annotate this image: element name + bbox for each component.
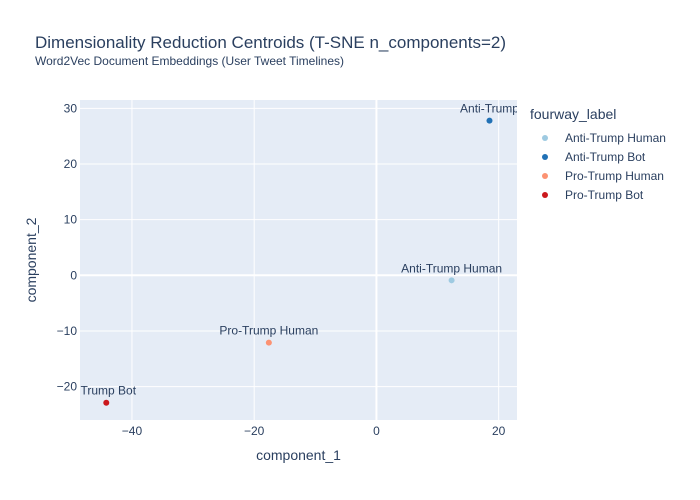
y-tick-label: 30 <box>64 101 78 115</box>
legend-item[interactable]: Pro-Trump Human <box>530 166 666 185</box>
grid-lines <box>80 100 517 420</box>
x-tick-label: −20 <box>244 424 265 438</box>
data-point <box>486 117 493 124</box>
x-tick-labels: −40 −20 0 20 <box>122 424 506 438</box>
y-tick-label: −20 <box>57 380 78 394</box>
legend-item[interactable]: Anti-Trump Bot <box>530 147 666 166</box>
y-tick-label: −10 <box>57 324 78 338</box>
legend-item[interactable]: Pro-Trump Bot <box>530 185 666 204</box>
legend-item[interactable]: Anti-Trump Human <box>530 128 666 147</box>
legend-marker-icon <box>542 153 548 160</box>
chart-title: Dimensionality Reduction Centroids (T-SN… <box>35 33 507 52</box>
data-label: -Trump Bot <box>76 384 136 398</box>
legend-marker-icon <box>542 172 548 179</box>
data-point <box>265 339 272 346</box>
y-tick-label: 20 <box>64 157 78 171</box>
legend: fourway_label Anti-Trump Human Anti-Trump… <box>530 106 666 204</box>
x-tick-label: −40 <box>122 424 143 438</box>
legend-label: Anti-Trump Bot <box>565 149 646 164</box>
data-points <box>103 117 493 406</box>
y-tick-label: 0 <box>70 268 77 282</box>
data-label: Anti-Trump <box>460 102 519 116</box>
legend-label: Anti-Trump Human <box>565 130 666 145</box>
plot-background <box>80 100 517 420</box>
legend-marker-icon <box>542 134 548 141</box>
y-tick-labels: −20 −10 0 10 20 30 <box>57 101 78 393</box>
point-labels: Anti-Trump Human Anti-Trump Pro-Trump Huma… <box>76 102 519 398</box>
data-label: Anti-Trump Human <box>401 261 502 275</box>
y-axis-label: component_2 <box>23 217 39 302</box>
data-point <box>103 399 110 406</box>
legend-label: Pro-Trump Human <box>565 168 664 183</box>
legend-label: Pro-Trump Bot <box>565 187 644 202</box>
legend-title: fourway_label <box>530 106 617 122</box>
x-axis-label: component_1 <box>256 447 341 463</box>
data-label: Pro-Trump Human <box>219 324 318 338</box>
data-point <box>448 277 455 284</box>
legend-marker-icon <box>542 191 548 198</box>
chart-subtitle: Word2Vec Document Embeddings (User Tweet… <box>35 54 345 68</box>
x-tick-label: 20 <box>492 424 506 438</box>
x-tick-label: 0 <box>373 424 380 438</box>
y-tick-label: 10 <box>64 213 78 227</box>
